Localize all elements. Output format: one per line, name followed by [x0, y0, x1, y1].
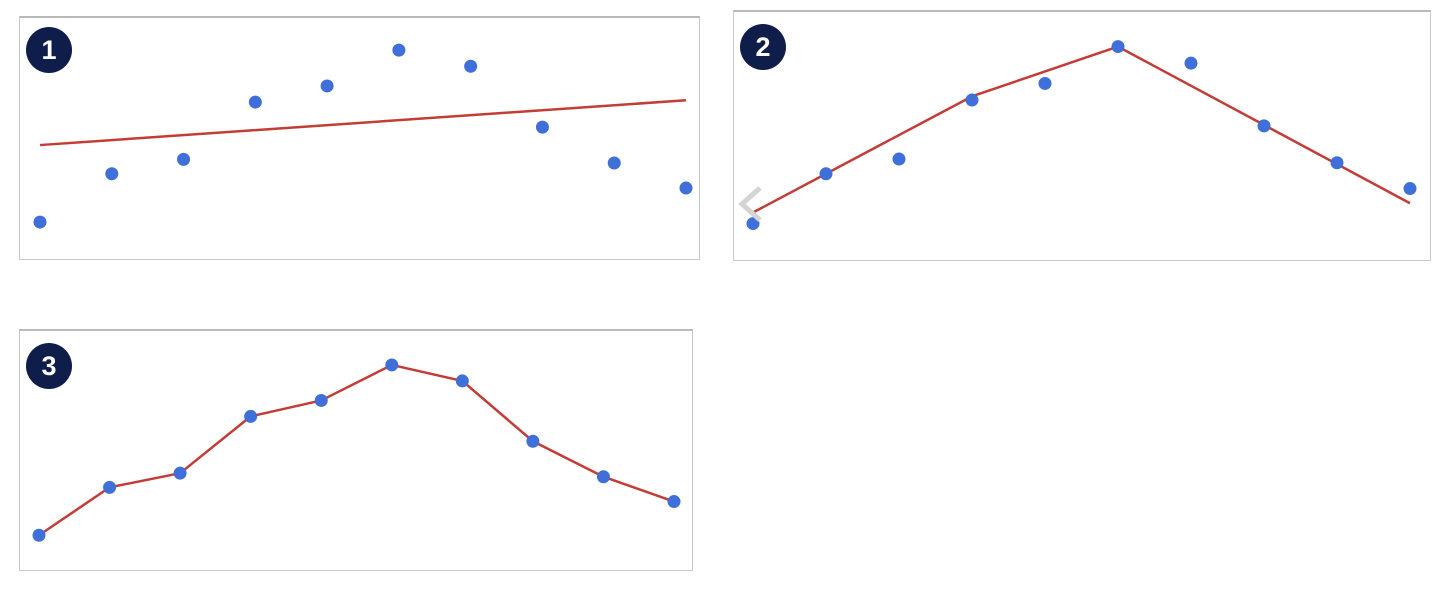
data-point	[526, 434, 540, 448]
chart-plot-area	[32, 358, 681, 542]
panel-number-badge: 1	[26, 27, 72, 73]
data-point	[248, 95, 262, 109]
data-point	[1257, 119, 1271, 133]
chart-plot-area	[746, 40, 1417, 231]
fit-line	[752, 45, 1411, 214]
data-point	[173, 466, 187, 480]
data-point	[667, 495, 681, 509]
data-point	[1184, 56, 1198, 70]
chevron-left-icon[interactable]	[734, 180, 770, 228]
data-point	[103, 480, 117, 494]
data-point	[385, 358, 399, 372]
data-point	[244, 409, 258, 423]
data-point	[33, 215, 47, 229]
data-point	[1111, 40, 1125, 54]
fit-line	[38, 363, 675, 537]
data-point	[596, 470, 610, 484]
chart-panel-3: 3	[19, 329, 693, 571]
fit-line	[39, 99, 687, 147]
data-point	[464, 59, 478, 73]
data-point	[1330, 156, 1344, 170]
chart-plot-area	[33, 43, 693, 229]
data-point	[105, 167, 119, 181]
chart-panel-2: 2	[733, 10, 1431, 261]
data-point	[607, 156, 621, 170]
data-point	[746, 217, 760, 231]
data-point	[177, 152, 191, 166]
data-point	[965, 93, 979, 107]
panel-number-badge: 2	[740, 24, 786, 70]
data-point	[320, 79, 334, 93]
data-point	[392, 43, 406, 57]
data-point	[679, 181, 693, 195]
chart-panel-1: 1	[19, 16, 700, 260]
data-point	[32, 528, 46, 542]
data-point	[455, 374, 469, 388]
data-point	[892, 152, 906, 166]
data-point	[1403, 182, 1417, 196]
data-point	[1038, 76, 1052, 90]
panel-number-badge: 3	[26, 343, 72, 389]
data-point	[314, 393, 328, 407]
data-point	[819, 167, 833, 181]
data-point	[535, 120, 549, 134]
